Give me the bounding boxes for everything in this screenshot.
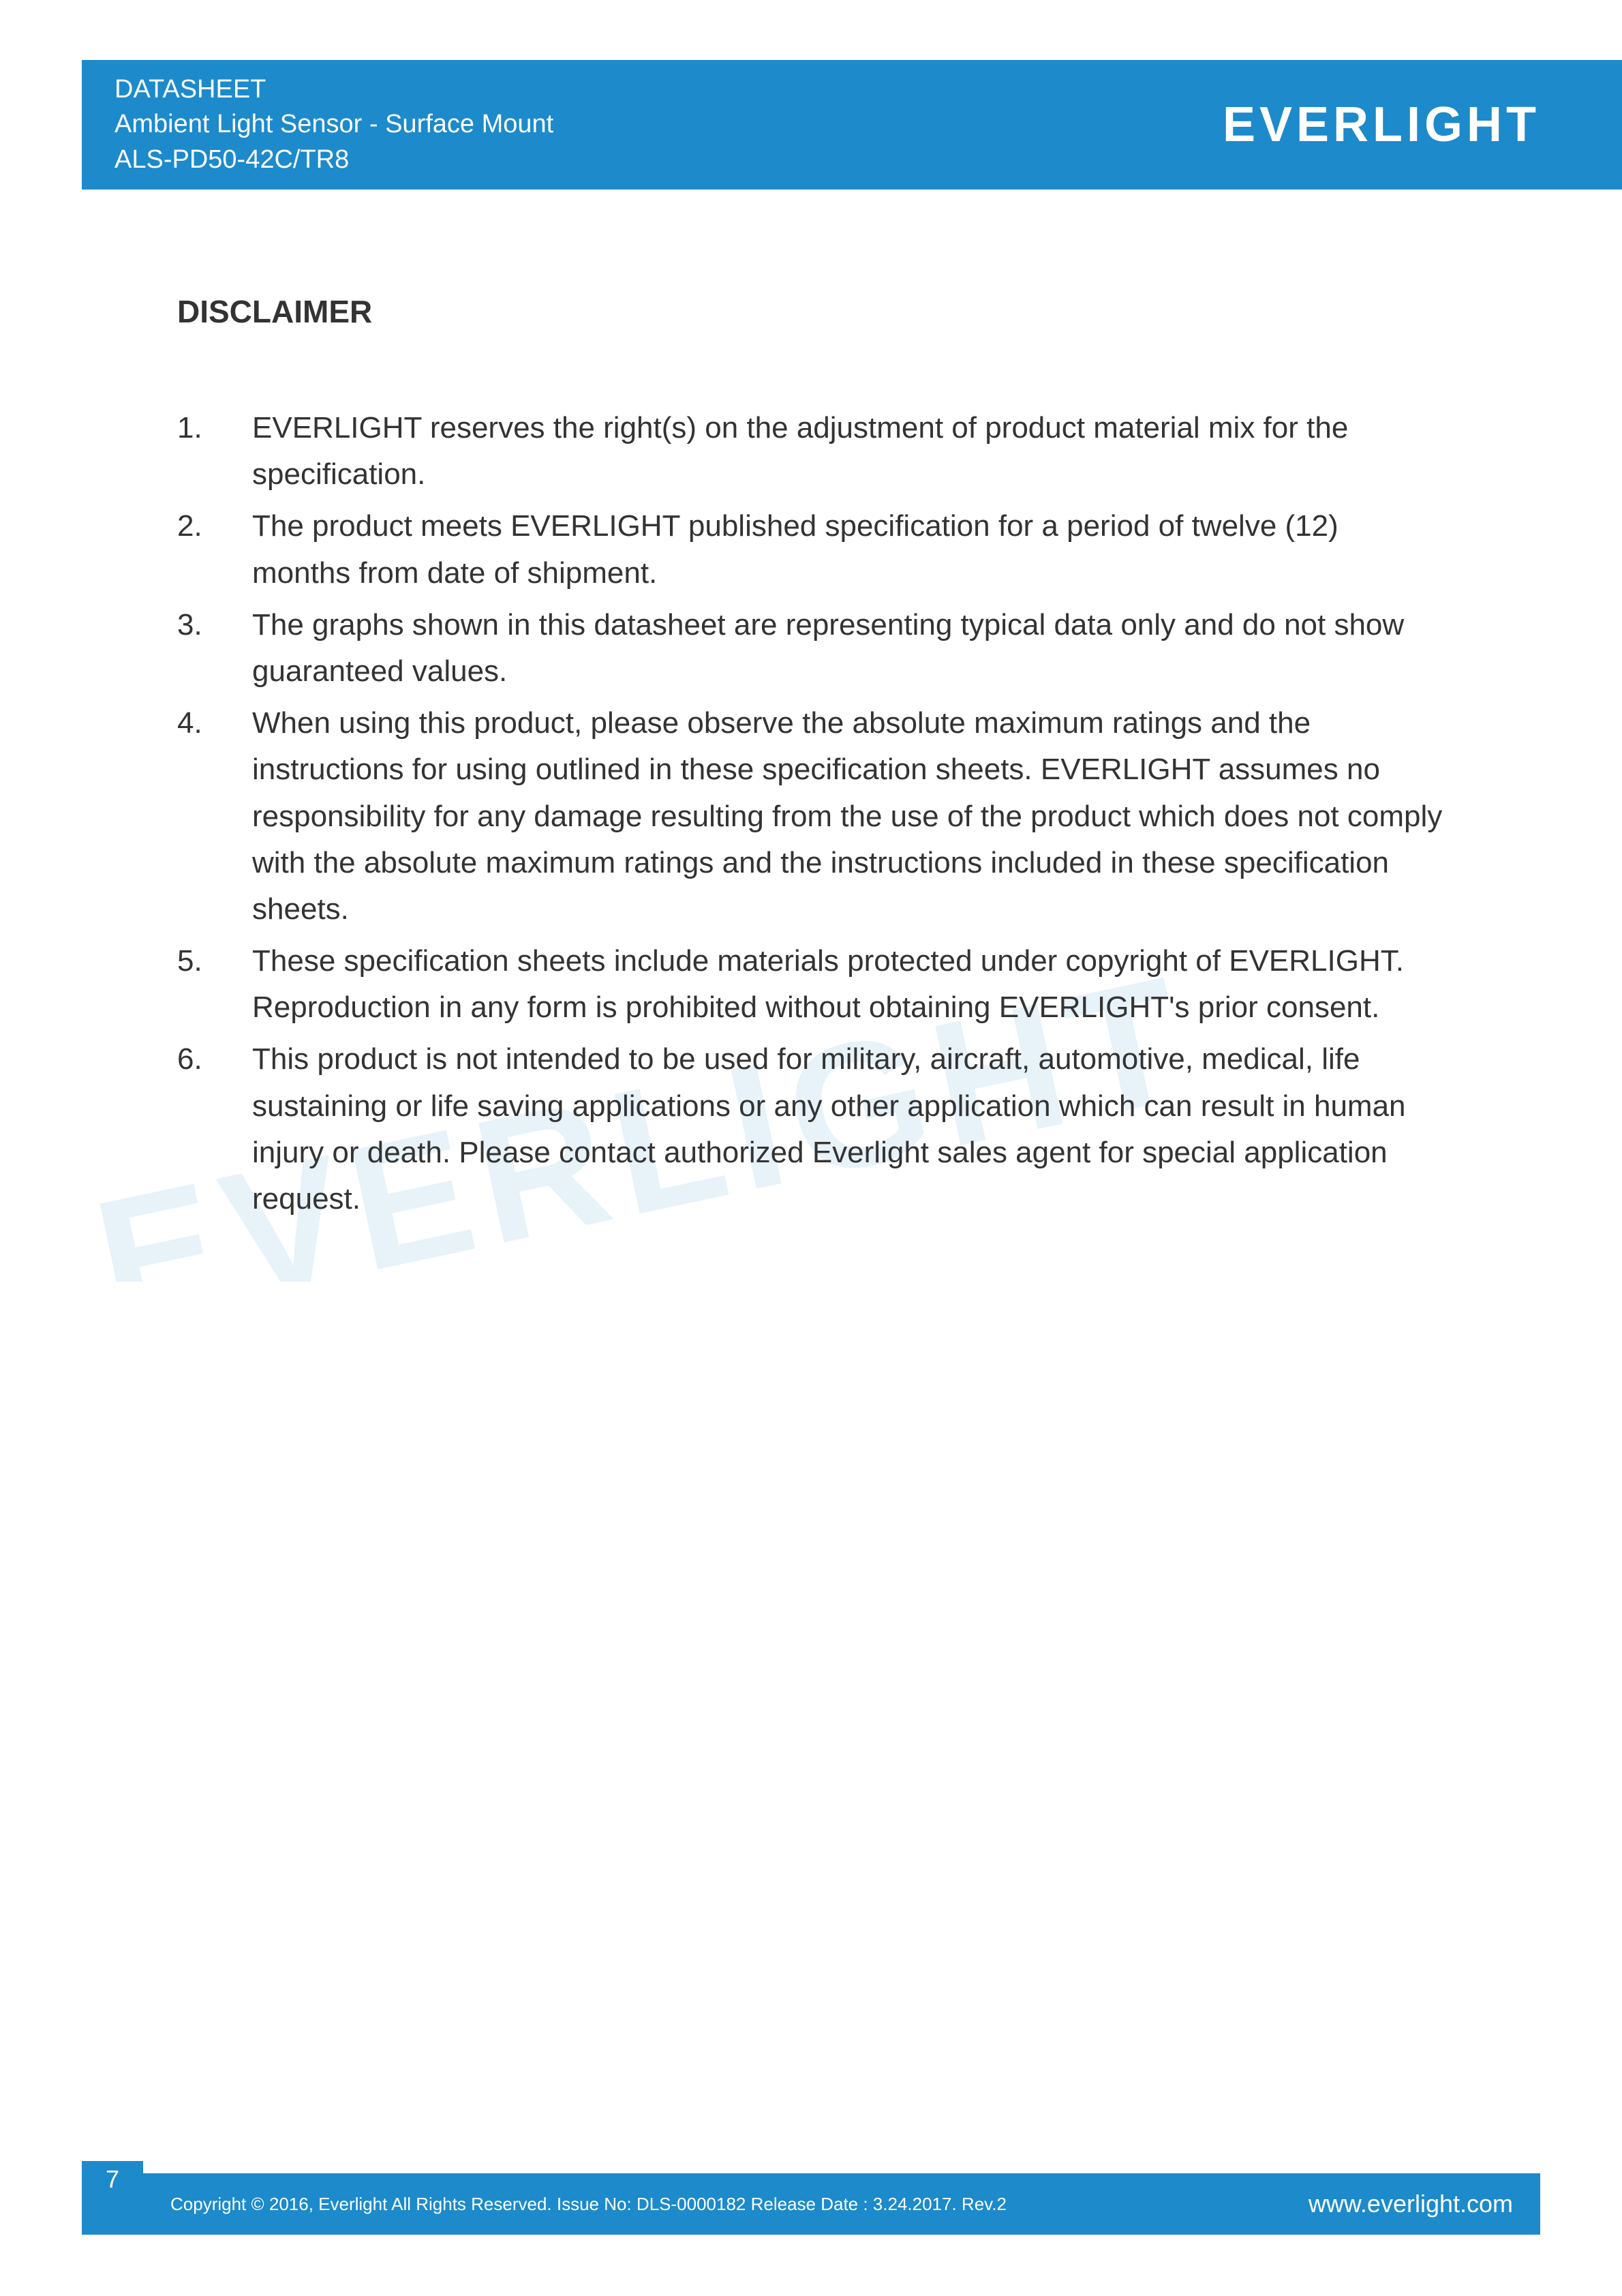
header-text-block: DATASHEET Ambient Light Sensor - Surface…: [114, 72, 553, 177]
header-line-1: DATASHEET: [114, 72, 553, 107]
header-line-3: ALS-PD50-42C/TR8: [114, 142, 553, 177]
footer-url: www.everlight.com: [1309, 2190, 1540, 2218]
list-item-text: The product meets EVERLIGHT published sp…: [252, 509, 1338, 589]
list-item: When using this product, please observe …: [177, 700, 1445, 933]
list-item: The graphs shown in this datasheet are r…: [177, 602, 1445, 695]
logo-text: EVERLIGHT: [1223, 97, 1540, 152]
list-item-text: When using this product, please observe …: [252, 706, 1442, 926]
disclaimer-list: EVERLIGHT reserves the right(s) on the a…: [177, 405, 1445, 1222]
footer-band: 7 Copyright © 2016, Everlight All Rights…: [82, 2173, 1540, 2235]
list-item-text: This product is not intended to be used …: [252, 1042, 1406, 1215]
section-title: DISCLAIMER: [177, 293, 1445, 330]
list-item-text: EVERLIGHT reserves the right(s) on the a…: [252, 411, 1348, 491]
footer-copyright: Copyright © 2016, Everlight All Rights R…: [82, 2194, 1309, 2215]
page: EVERLIGHT DATASHEET Ambient Light Sensor…: [0, 0, 1622, 2296]
header-band: DATASHEET Ambient Light Sensor - Surface…: [82, 60, 1622, 190]
list-item: These specification sheets include mater…: [177, 938, 1445, 1031]
brand-logo: EVERLIGHT: [1223, 97, 1540, 153]
list-item-text: These specification sheets include mater…: [252, 944, 1404, 1024]
list-item: This product is not intended to be used …: [177, 1036, 1445, 1222]
content-area: DISCLAIMER EVERLIGHT reserves the right(…: [177, 293, 1445, 1228]
copyright-text: Copyright © 2016, Everlight All Rights R…: [170, 2194, 1007, 2214]
list-item: EVERLIGHT reserves the right(s) on the a…: [177, 405, 1445, 498]
list-item-text: The graphs shown in this datasheet are r…: [252, 608, 1404, 688]
header-line-2: Ambient Light Sensor - Surface Mount: [114, 107, 553, 142]
list-item: The product meets EVERLIGHT published sp…: [177, 503, 1445, 596]
page-number: 7: [82, 2161, 143, 2222]
